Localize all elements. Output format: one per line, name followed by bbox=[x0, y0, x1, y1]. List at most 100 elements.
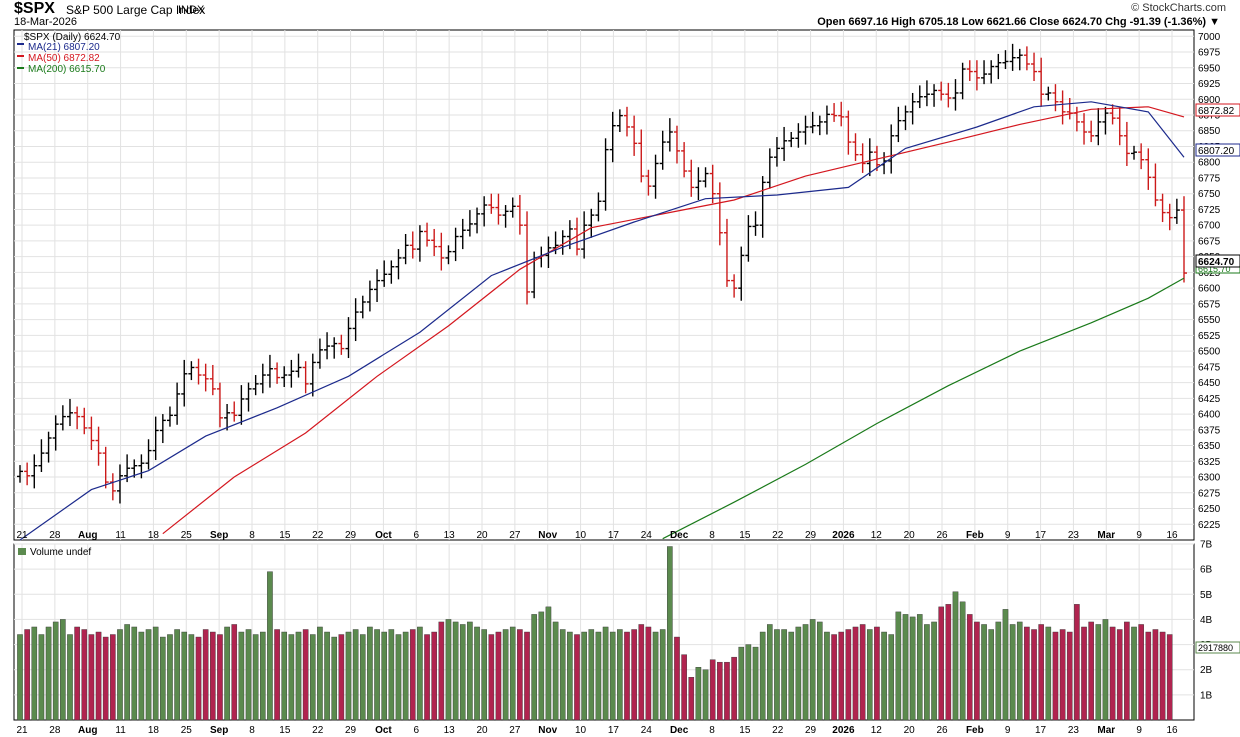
price-x-tick: 25 bbox=[181, 530, 193, 541]
volume-x-tick: 22 bbox=[312, 725, 324, 736]
volume-bar bbox=[167, 634, 173, 721]
price-legend: $SPX (Daily) 6624.70 MA(21) 6807.20 MA(5… bbox=[17, 32, 121, 75]
volume-bar bbox=[117, 629, 123, 721]
price-y-tick: 6500 bbox=[1198, 347, 1221, 358]
volume-bar bbox=[524, 631, 530, 721]
volume-bar bbox=[367, 626, 373, 721]
volume-bar bbox=[459, 624, 466, 721]
volume-bar bbox=[881, 631, 887, 721]
volume-bar bbox=[652, 631, 659, 721]
volume-bar bbox=[759, 631, 766, 721]
ma21-tag: 6807.20 bbox=[1198, 146, 1235, 157]
volume-x-tick: 29 bbox=[805, 725, 817, 736]
volume-bar bbox=[88, 634, 95, 721]
volume-bar bbox=[788, 631, 795, 721]
symbol-title: $SPX bbox=[14, 0, 55, 17]
volume-x-tick: 11 bbox=[115, 725, 126, 736]
ohlc-bar bbox=[1095, 108, 1102, 146]
ohlc-bar bbox=[116, 464, 123, 504]
price-x-tick: 15 bbox=[279, 530, 291, 541]
ohlc-bar bbox=[174, 382, 181, 425]
ohlc-bar bbox=[752, 211, 759, 236]
ohlc-bar bbox=[324, 332, 331, 360]
volume-bar bbox=[145, 629, 152, 721]
ohlc-bar bbox=[488, 193, 495, 214]
volume-bar bbox=[1045, 626, 1052, 721]
volume-bar bbox=[681, 654, 687, 721]
price-x-tick: Dec bbox=[670, 530, 689, 541]
volume-bar bbox=[252, 634, 259, 721]
volume-x-tick: Feb bbox=[966, 725, 984, 736]
ohlc-bar bbox=[916, 85, 923, 109]
price-x-tick: Oct bbox=[375, 530, 392, 541]
volume-tag: 2917880 bbox=[1198, 643, 1233, 653]
volume-bar bbox=[509, 626, 516, 721]
volume-bar bbox=[888, 634, 895, 721]
legend-price: $SPX (Daily) 6624.70 bbox=[24, 32, 121, 43]
volume-bar bbox=[374, 629, 380, 721]
ohlc-bar bbox=[31, 454, 38, 489]
chart-header: $SPX S&P 500 Large Cap Index INDX 18-Mar… bbox=[0, 0, 1240, 30]
ohlc-bar bbox=[1131, 145, 1138, 160]
price-y-tick: 6425 bbox=[1198, 394, 1221, 405]
volume-bar bbox=[1038, 624, 1044, 721]
ohlc-bar bbox=[131, 459, 138, 478]
volume-bar bbox=[931, 621, 937, 721]
volume-bar bbox=[902, 614, 909, 721]
volume-bar bbox=[645, 626, 652, 721]
ohlc-bar bbox=[59, 405, 66, 431]
ohlc-bar bbox=[938, 81, 945, 101]
ohlc-bar bbox=[952, 79, 959, 111]
volume-bar bbox=[1152, 629, 1159, 721]
price-x-tick: 2026 bbox=[832, 530, 855, 541]
volume-bar bbox=[545, 606, 552, 721]
volume-bar bbox=[674, 636, 680, 721]
volume-bar bbox=[567, 631, 573, 721]
ohlc-bar bbox=[231, 401, 238, 422]
price-x-tick: 18 bbox=[148, 530, 160, 541]
volume-x-tick: 18 bbox=[148, 725, 160, 736]
ohlc-bar bbox=[702, 167, 709, 188]
price-x-tick: Mar bbox=[1097, 530, 1115, 541]
volume-bar bbox=[631, 629, 637, 721]
volume-y-tick: 5B bbox=[1200, 590, 1213, 601]
ohlc-bar bbox=[1052, 84, 1059, 112]
volume-bar bbox=[1009, 624, 1016, 721]
volume-bar bbox=[324, 631, 330, 721]
volume-x-tick: 20 bbox=[904, 725, 916, 736]
volume-bar bbox=[38, 634, 45, 721]
ohlc-bar bbox=[352, 298, 359, 342]
price-y-tick: 6900 bbox=[1198, 95, 1221, 106]
price-y-tick: 6375 bbox=[1198, 425, 1221, 436]
price-x-tick: 27 bbox=[509, 530, 521, 541]
volume-x-tick: Oct bbox=[375, 725, 392, 736]
volume-bar bbox=[1074, 604, 1080, 721]
ohlc-bar bbox=[1038, 57, 1045, 107]
volume-bar bbox=[409, 629, 416, 721]
price-y-tick: 6275 bbox=[1198, 488, 1221, 499]
price-x-tick: 24 bbox=[641, 530, 653, 541]
ohlc-bar bbox=[252, 375, 259, 396]
volume-x-tick: 9 bbox=[1136, 725, 1142, 736]
ohlc-bar bbox=[438, 232, 445, 271]
ohlc-bar bbox=[745, 215, 752, 262]
volume-x-tick: 17 bbox=[608, 725, 620, 736]
volume-bar bbox=[152, 626, 159, 721]
volume-bar bbox=[160, 636, 166, 721]
volume-x-tick: Sep bbox=[210, 725, 228, 736]
volume-bar bbox=[1116, 629, 1123, 721]
legend-ma50: MA(50) 6872.82 bbox=[28, 53, 100, 64]
ohlc-bar bbox=[509, 197, 516, 218]
volume-bar bbox=[281, 631, 288, 721]
ohlc-bar bbox=[24, 462, 31, 486]
ohlc-bar bbox=[602, 138, 609, 211]
ohlc-bar bbox=[816, 115, 823, 136]
volume-bar bbox=[81, 629, 88, 721]
price-x-tick: Sep bbox=[210, 530, 228, 541]
volume-bar bbox=[1031, 629, 1037, 721]
ohlc-bar bbox=[259, 363, 266, 394]
volume-y-tick: 7B bbox=[1200, 540, 1213, 551]
ohlc-bar bbox=[909, 92, 916, 125]
ohlc-bar bbox=[524, 211, 531, 305]
volume-bar bbox=[274, 629, 280, 721]
